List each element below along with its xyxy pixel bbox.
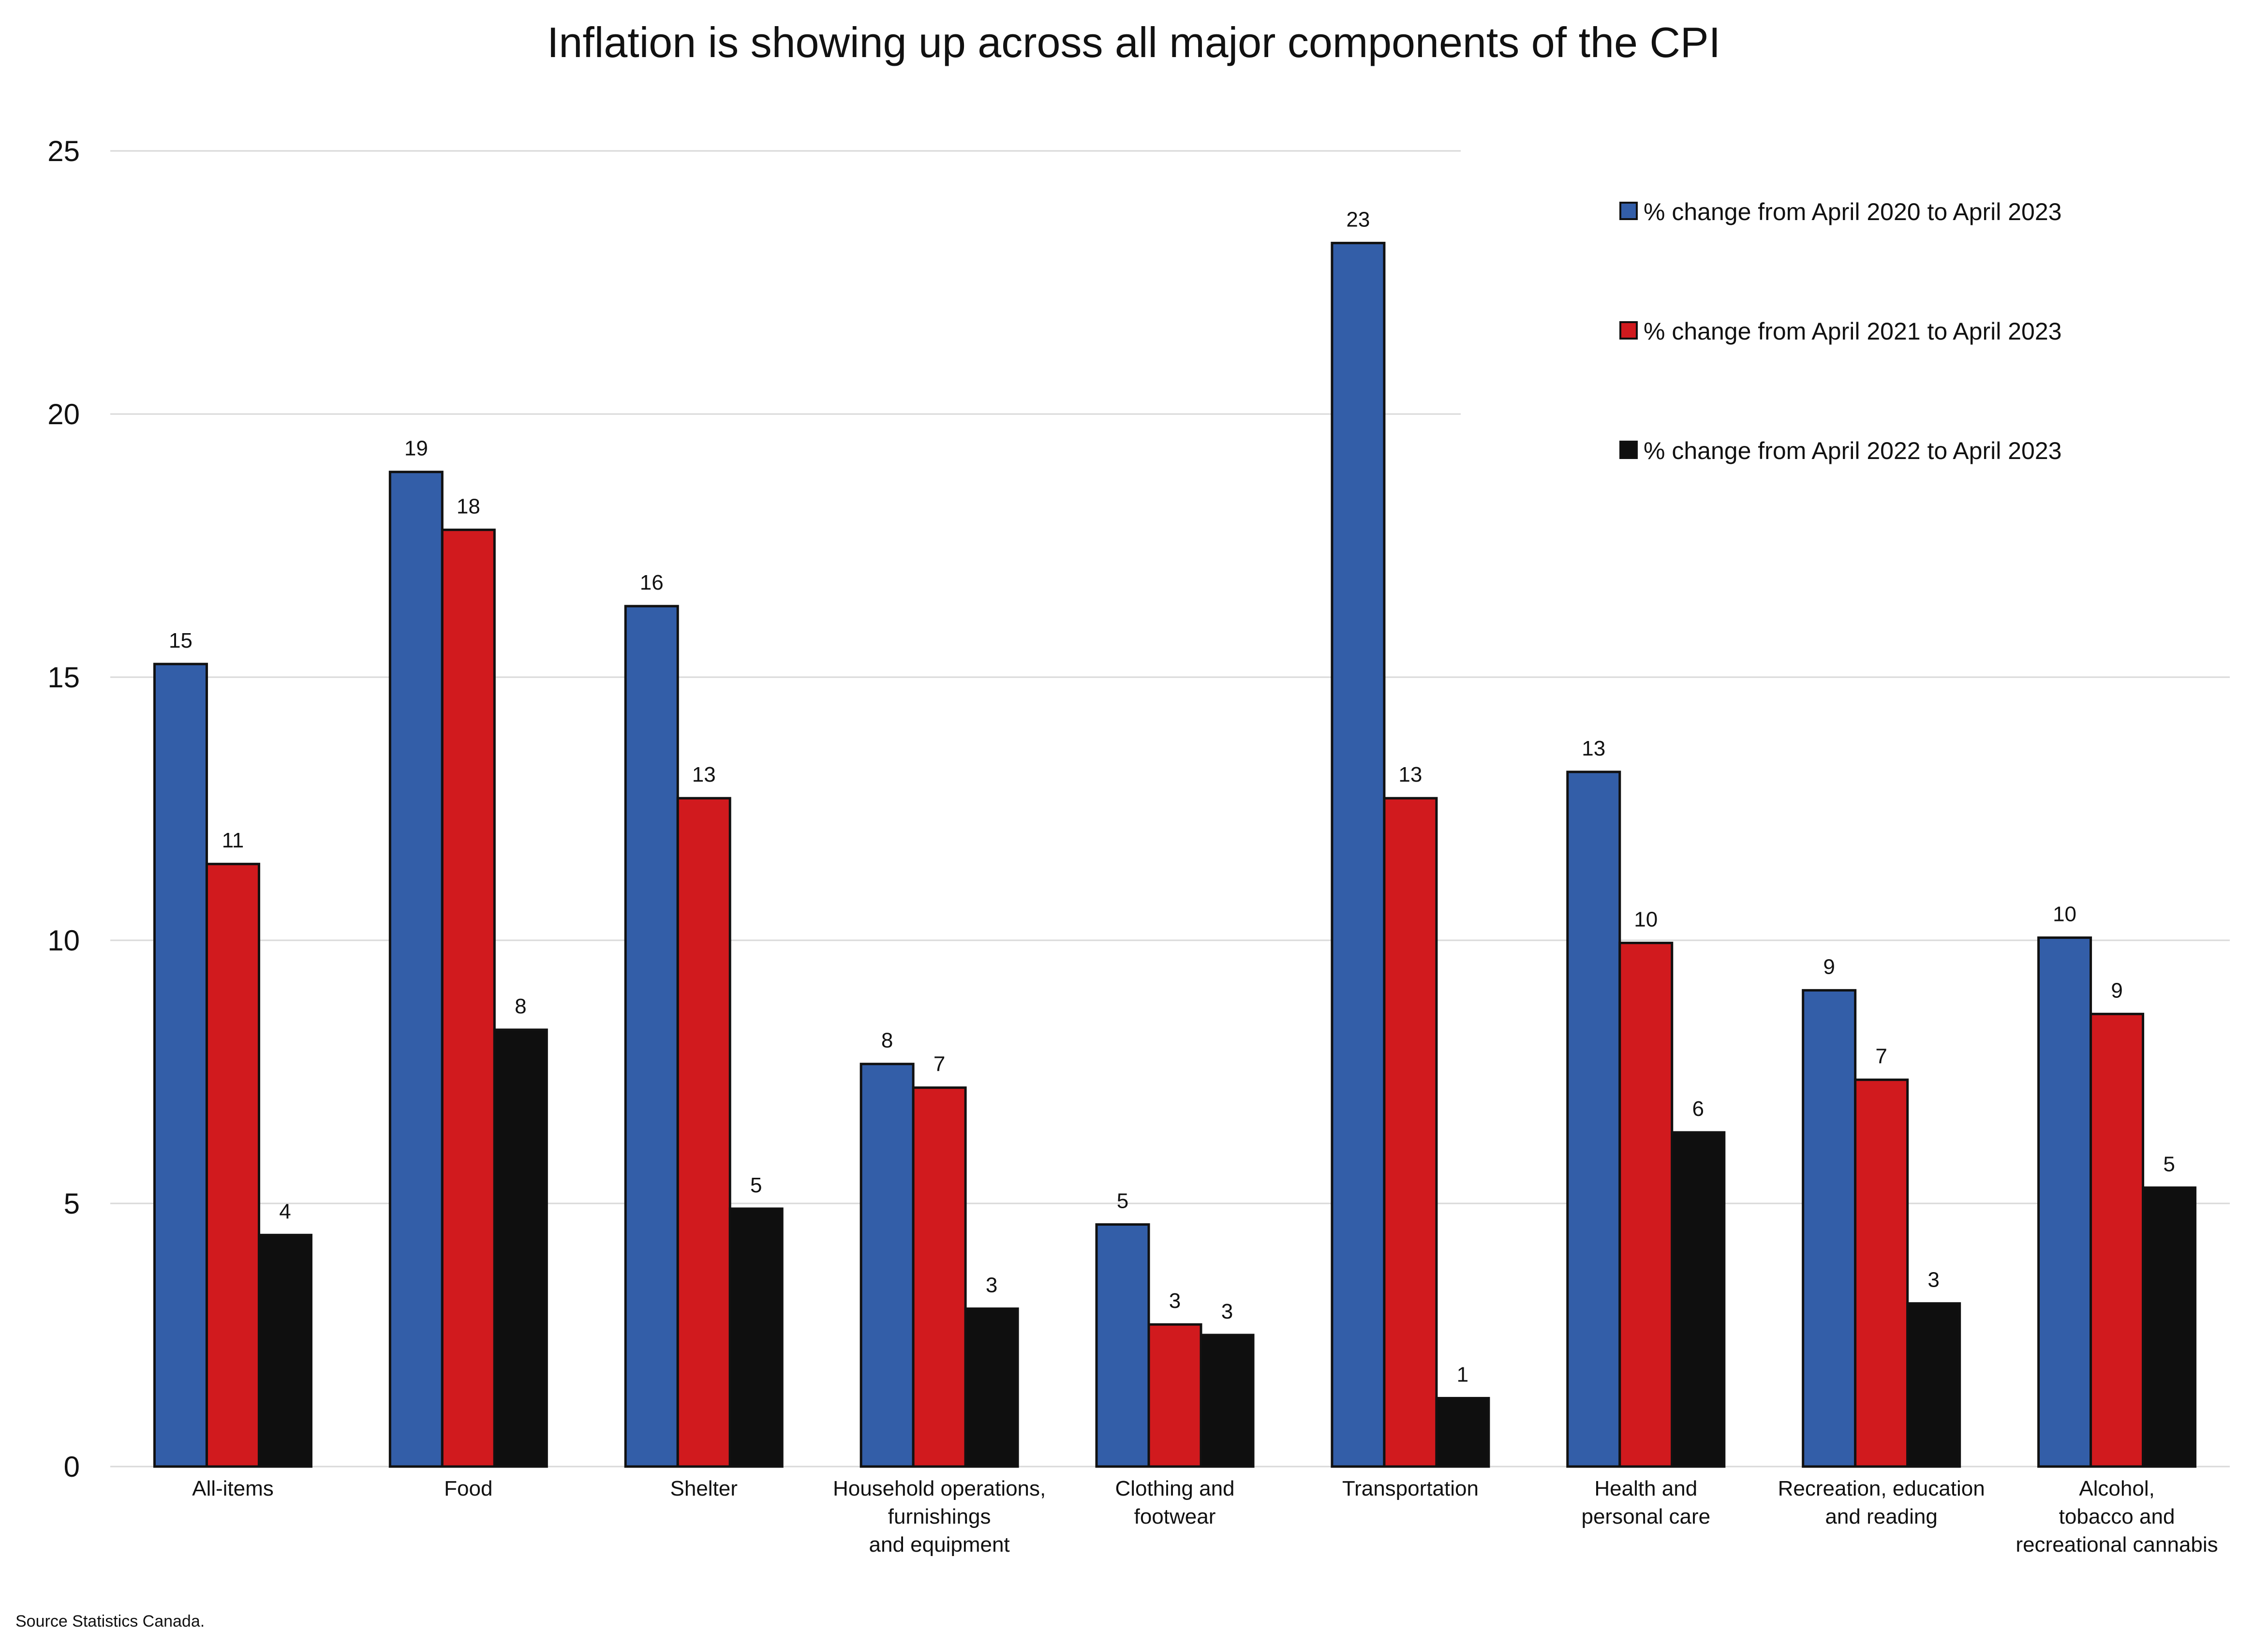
bar bbox=[1854, 1078, 1909, 1468]
data-label: 5 bbox=[1117, 1189, 1128, 1213]
bar bbox=[964, 1307, 1019, 1468]
bar bbox=[1435, 1397, 1490, 1468]
x-axis: All-items Food Shelter Household operations… bbox=[192, 1477, 2218, 1557]
bar bbox=[1618, 941, 1674, 1468]
category-label: personal care bbox=[1581, 1505, 1710, 1528]
data-label: 5 bbox=[2163, 1152, 2175, 1176]
data-label: 15 bbox=[169, 629, 193, 652]
bar bbox=[1147, 1323, 1202, 1468]
data-label: 8 bbox=[881, 1029, 893, 1053]
data-label: 9 bbox=[1823, 955, 1835, 979]
chart-title: Inflation is showing up across all major… bbox=[547, 18, 1720, 66]
data-label: 11 bbox=[222, 829, 244, 852]
data-label: 3 bbox=[986, 1274, 997, 1297]
data-label: 3 bbox=[1221, 1300, 1233, 1323]
category-label: All-items bbox=[192, 1477, 274, 1500]
bar bbox=[1566, 771, 1621, 1468]
bar bbox=[153, 663, 208, 1468]
bar bbox=[2037, 936, 2092, 1468]
bar bbox=[1671, 1131, 1726, 1468]
bar bbox=[912, 1086, 967, 1468]
legend: % change from April 2020 to April 2023 % … bbox=[1619, 198, 2061, 464]
bar bbox=[728, 1207, 784, 1468]
y-tick-label: 20 bbox=[47, 398, 80, 430]
data-label: 18 bbox=[457, 494, 480, 518]
source-note: Source Statistics Canada. bbox=[15, 1612, 205, 1631]
bar bbox=[2090, 1012, 2145, 1468]
data-label: 13 bbox=[1398, 763, 1422, 786]
bar bbox=[388, 471, 444, 1468]
legend-swatch bbox=[1619, 321, 1638, 340]
data-label: 23 bbox=[1346, 208, 1370, 231]
y-tick-label: 10 bbox=[47, 924, 80, 957]
category-label: Health and bbox=[1594, 1477, 1697, 1500]
legend-entry: % change from April 2021 to April 2023 bbox=[1644, 318, 2061, 345]
category-label: footwear bbox=[1134, 1505, 1216, 1528]
bar bbox=[624, 605, 679, 1468]
legend-entry: % change from April 2020 to April 2023 bbox=[1644, 198, 2061, 225]
data-label: 4 bbox=[279, 1200, 291, 1223]
category-label: tobacco and bbox=[2059, 1505, 2175, 1528]
category-label: Recreation, education bbox=[1778, 1477, 1985, 1500]
data-label: 1 bbox=[1457, 1363, 1468, 1387]
y-tick-label: 0 bbox=[64, 1451, 80, 1483]
category-label: Food bbox=[444, 1477, 492, 1500]
category-label: Transportation bbox=[1342, 1477, 1479, 1500]
data-label: 9 bbox=[2111, 979, 2122, 1002]
legend-swatch bbox=[1619, 441, 1638, 459]
data-label: 13 bbox=[1582, 737, 1605, 760]
data-label: 7 bbox=[934, 1053, 945, 1076]
data-label: 13 bbox=[692, 763, 716, 786]
data-label: 7 bbox=[1875, 1044, 1887, 1068]
category-label: recreational cannabis bbox=[2016, 1533, 2218, 1557]
category-label: furnishings bbox=[888, 1505, 991, 1528]
bar bbox=[1802, 989, 1857, 1468]
y-axis: 0 5 10 15 20 25 bbox=[47, 135, 80, 1483]
bar bbox=[441, 528, 496, 1468]
data-label: 10 bbox=[1634, 907, 1658, 931]
category-label: and reading bbox=[1825, 1505, 1937, 1528]
data-label: 19 bbox=[404, 437, 428, 460]
bar bbox=[257, 1233, 312, 1468]
data-label: 8 bbox=[515, 994, 526, 1018]
category-label: Shelter bbox=[670, 1477, 738, 1500]
bars bbox=[153, 241, 2197, 1468]
category-label: Household operations, bbox=[833, 1477, 1046, 1500]
bar bbox=[2142, 1186, 2197, 1468]
legend-swatch bbox=[1619, 202, 1638, 220]
category-label: Alcohol, bbox=[2079, 1477, 2155, 1500]
bar bbox=[1200, 1334, 1255, 1468]
data-label: 16 bbox=[640, 571, 664, 594]
y-tick-label: 15 bbox=[47, 661, 80, 694]
y-tick-label: 25 bbox=[47, 135, 80, 167]
data-label: 6 bbox=[1692, 1097, 1704, 1121]
bar bbox=[1906, 1302, 1961, 1468]
data-label: 10 bbox=[2053, 903, 2076, 926]
bar bbox=[1383, 797, 1438, 1468]
bar bbox=[1095, 1223, 1150, 1468]
bar bbox=[1331, 241, 1386, 1468]
data-label: 3 bbox=[1169, 1289, 1181, 1313]
bar bbox=[493, 1028, 548, 1468]
data-label: 5 bbox=[750, 1173, 762, 1197]
bar bbox=[205, 862, 260, 1468]
data-label: 3 bbox=[1927, 1268, 1939, 1292]
category-label: Clothing and bbox=[1115, 1477, 1234, 1500]
bar bbox=[676, 797, 731, 1468]
y-tick-label: 5 bbox=[64, 1187, 80, 1220]
legend-entry: % change from April 2022 to April 2023 bbox=[1644, 437, 2061, 464]
category-label: and equipment bbox=[869, 1533, 1010, 1557]
bar bbox=[860, 1063, 915, 1468]
